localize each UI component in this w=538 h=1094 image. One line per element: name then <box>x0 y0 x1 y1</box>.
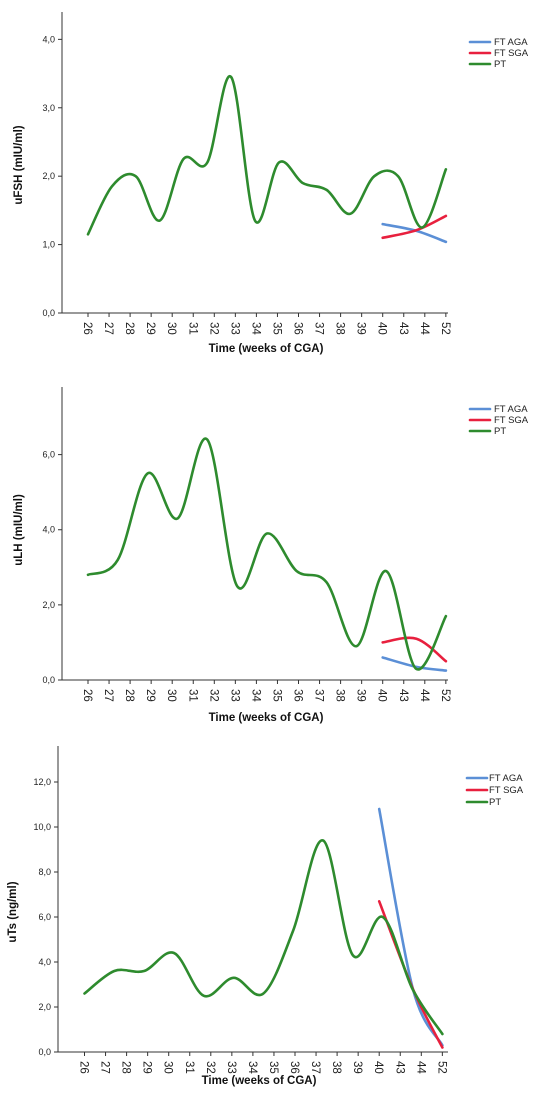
x-tick-label: 36 <box>292 322 304 335</box>
x-tick-label: 26 <box>81 322 93 335</box>
legend-label-pt: PT <box>494 426 506 437</box>
x-tick-label: 28 <box>120 1061 132 1074</box>
y-tick-label: 1,0 <box>42 240 55 250</box>
y-tick-label: 6,0 <box>38 912 51 922</box>
y-tick-label: 4,0 <box>42 34 55 44</box>
x-tick-label: 26 <box>81 689 93 702</box>
ufsh-chart: uFSH (mIU/ml) Time (weeks of CGA) FT AGA… <box>13 12 529 355</box>
y-axis-label: uLH (mIU/ml) <box>13 494 25 566</box>
x-tick-label: 27 <box>102 322 114 335</box>
x-tick-label: 30 <box>162 1061 174 1074</box>
x-tick-label: 28 <box>123 689 135 702</box>
x-tick-label: 37 <box>313 322 325 335</box>
legend-label-ft-aga: FT AGA <box>494 404 528 415</box>
x-tick-label: 27 <box>102 689 114 702</box>
x-tick-label: 33 <box>225 1061 237 1074</box>
x-tick-label: 39 <box>355 322 367 335</box>
y-axis-label: uFSH (mIU/ml) <box>13 125 25 204</box>
x-tick-label: 44 <box>418 689 430 702</box>
x-tick-label: 26 <box>78 1061 90 1074</box>
y-tick-label: 10,0 <box>33 822 51 832</box>
series-line-pt <box>83 839 444 1036</box>
x-tick-label: 44 <box>414 1061 426 1074</box>
x-tick-label: 43 <box>397 322 409 335</box>
x-tick-label: 28 <box>123 322 135 335</box>
x-tick-label: 35 <box>270 322 282 335</box>
x-tick-label: 34 <box>249 322 261 335</box>
x-tick-label: 29 <box>141 1061 153 1074</box>
x-tick-label: 30 <box>165 322 177 335</box>
x-tick-label: 36 <box>292 689 304 702</box>
x-tick-label: 27 <box>99 1061 111 1074</box>
x-tick-label: 30 <box>165 689 177 702</box>
y-tick-label: 2,0 <box>38 1002 51 1012</box>
series-line-pt <box>86 75 448 236</box>
y-tick-label: 0,0 <box>38 1047 51 1057</box>
legend: FT AGA FT SGA PT <box>465 773 524 808</box>
x-axis-label: Time (weeks of CGA) <box>209 343 324 355</box>
uts-chart: uTs (ng/ml) Time (weeks of CGA) FT AGA F… <box>7 746 524 1087</box>
legend-label-ft-sga: FT SGA <box>494 48 529 59</box>
x-tick-label: 52 <box>439 689 451 702</box>
legend-label-pt: PT <box>489 797 501 808</box>
y-tick-label: 2,0 <box>42 171 55 181</box>
series-line-ft-sga <box>381 214 448 240</box>
x-tick-label: 38 <box>334 689 346 702</box>
x-tick-label: 44 <box>418 322 430 335</box>
x-tick-label: 40 <box>376 322 388 335</box>
x-tick-label: 35 <box>267 1061 279 1074</box>
series-line-ft-aga <box>381 222 448 244</box>
series-line-ft-aga <box>377 807 444 1047</box>
x-tick-label: 34 <box>249 689 261 702</box>
legend-label-ft-sga: FT SGA <box>489 785 524 796</box>
x-tick-label: 43 <box>397 689 409 702</box>
x-tick-label: 39 <box>355 689 367 702</box>
x-tick-label: 31 <box>183 1061 195 1074</box>
x-tick-label: 40 <box>376 689 388 702</box>
y-axis-label: uTs (ng/ml) <box>7 881 19 942</box>
legend: FT AGA FT SGA PT <box>468 37 529 70</box>
y-tick-label: 12,0 <box>33 777 51 787</box>
x-tick-label: 29 <box>144 322 156 335</box>
x-tick-label: 35 <box>270 689 282 702</box>
legend-label-ft-aga: FT AGA <box>489 773 523 784</box>
x-tick-label: 43 <box>393 1061 405 1074</box>
legend-label-ft-sga: FT SGA <box>494 415 529 426</box>
series-line-pt <box>86 437 448 671</box>
x-tick-label: 32 <box>207 322 219 335</box>
y-tick-label: 0,0 <box>42 675 55 685</box>
x-tick-label: 36 <box>288 1061 300 1074</box>
x-tick-label: 32 <box>207 689 219 702</box>
x-tick-label: 33 <box>228 322 240 335</box>
x-tick-label: 52 <box>435 1061 447 1074</box>
y-tick-label: 3,0 <box>42 103 55 113</box>
legend: FT AGA FT SGA PT <box>468 404 529 437</box>
x-tick-label: 31 <box>186 689 198 702</box>
x-tick-label: 29 <box>144 689 156 702</box>
x-tick-label: 37 <box>309 1061 321 1074</box>
legend-label-ft-aga: FT AGA <box>494 37 528 48</box>
x-tick-label: 52 <box>439 322 451 335</box>
x-tick-label: 38 <box>334 322 346 335</box>
x-axis-label: Time (weeks of CGA) <box>209 712 324 724</box>
y-tick-label: 8,0 <box>38 867 51 877</box>
x-tick-label: 33 <box>228 689 240 702</box>
legend-label-pt: PT <box>494 59 506 70</box>
x-tick-label: 34 <box>246 1061 258 1074</box>
ulh-chart: uLH (mIU/ml) Time (weeks of CGA) FT AGA … <box>13 387 529 724</box>
y-tick-label: 4,0 <box>42 525 55 535</box>
x-tick-label: 39 <box>351 1061 363 1074</box>
x-tick-label: 31 <box>186 322 198 335</box>
series-line-ft-sga <box>381 636 448 663</box>
x-tick-label: 38 <box>330 1061 342 1074</box>
x-tick-label: 32 <box>204 1061 216 1074</box>
y-tick-label: 4,0 <box>38 957 51 967</box>
y-tick-label: 0,0 <box>42 308 55 318</box>
series-line-ft-aga <box>381 656 448 672</box>
y-tick-label: 6,0 <box>42 450 55 460</box>
x-axis-label: Time (weeks of CGA) <box>202 1075 317 1087</box>
y-tick-label: 2,0 <box>42 600 55 610</box>
x-tick-label: 40 <box>372 1061 384 1074</box>
x-tick-label: 37 <box>313 689 325 702</box>
